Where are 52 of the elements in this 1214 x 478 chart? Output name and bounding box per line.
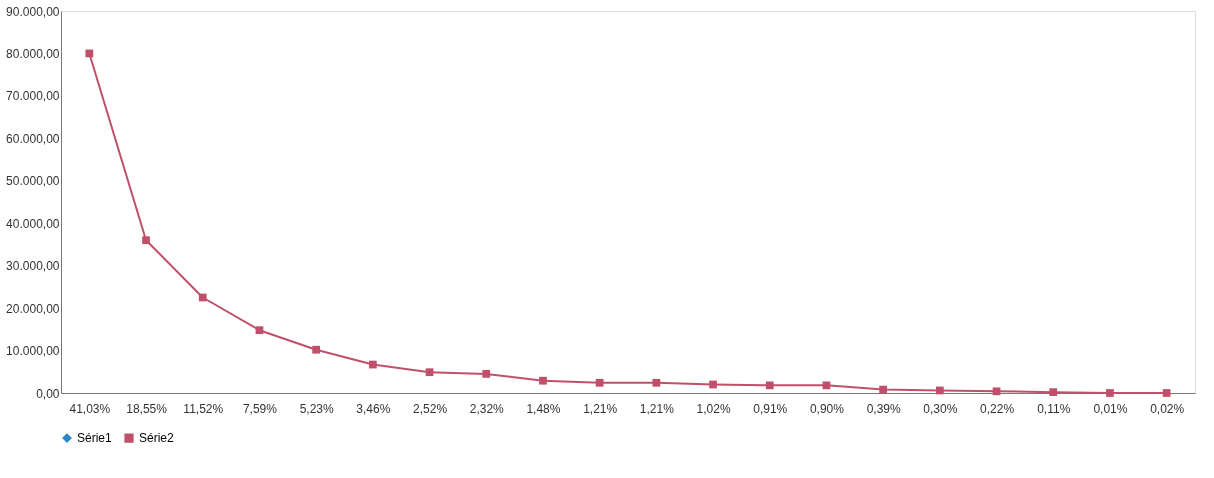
point	[879, 385, 888, 394]
y-tick-label: 50.000,00	[6, 174, 60, 189]
y-tick-label: 80.000,00	[6, 46, 60, 61]
x-tick-label: 1,21%	[583, 401, 618, 416]
legend-label: Série1	[77, 431, 113, 446]
y-tick-label: 90.000,00	[6, 4, 60, 19]
x-tick-label: 2,52%	[413, 401, 448, 416]
point	[992, 387, 1001, 396]
x-tick-label: 0,39%	[866, 401, 901, 416]
x-tick-label: 0,30%	[923, 401, 958, 416]
x-tick-label: 0,22%	[980, 401, 1015, 416]
point	[765, 381, 774, 390]
x-tick-label: 11,52%	[183, 401, 224, 416]
point	[198, 293, 207, 302]
point	[142, 236, 150, 245]
point	[595, 378, 604, 387]
point	[425, 368, 434, 377]
x-tick-label: 5,23%	[299, 401, 334, 416]
x-tick-label: 0,90%	[809, 401, 845, 416]
point	[368, 360, 377, 369]
x-tick-label: 0,01%	[1093, 401, 1128, 416]
point	[709, 380, 717, 389]
y-tick-label: 40.000,00	[6, 216, 60, 231]
x-tick-label: 2,32%	[469, 401, 505, 416]
point	[1106, 389, 1114, 397]
y-tick-label: 70.000,00	[6, 89, 60, 104]
point	[85, 49, 94, 58]
y-tick-label: 30.000,00	[6, 259, 60, 274]
point	[539, 376, 547, 385]
x-tick-label: 1,48%	[526, 401, 561, 416]
x-tick-label: 41,03%	[69, 401, 111, 416]
y-tick-label: 20.000,00	[6, 301, 60, 316]
x-tick-label: 0,11%	[1037, 401, 1071, 416]
x-tick-label: 1,21%	[639, 401, 675, 416]
y-tick-label: 0,00	[36, 386, 60, 401]
x-tick-label: 18,55%	[126, 401, 168, 416]
x-tick-label: 3,46%	[356, 401, 391, 416]
point	[1049, 388, 1058, 397]
point	[312, 345, 321, 354]
x-tick-label: 0,02%	[1150, 401, 1185, 416]
legend-label: Série2	[139, 431, 175, 446]
y-tick-label: 60.000,00	[6, 131, 60, 146]
x-tick-label: 0,91%	[753, 401, 788, 416]
point	[822, 381, 831, 390]
point	[935, 386, 944, 395]
point	[652, 378, 661, 387]
point	[482, 370, 491, 378]
x-tick-label: 1,02%	[696, 401, 731, 416]
x-tick-label: 7,59%	[242, 401, 278, 416]
y-tick-label: 10.000,00	[6, 344, 60, 359]
point	[1162, 389, 1171, 397]
point	[255, 326, 264, 335]
